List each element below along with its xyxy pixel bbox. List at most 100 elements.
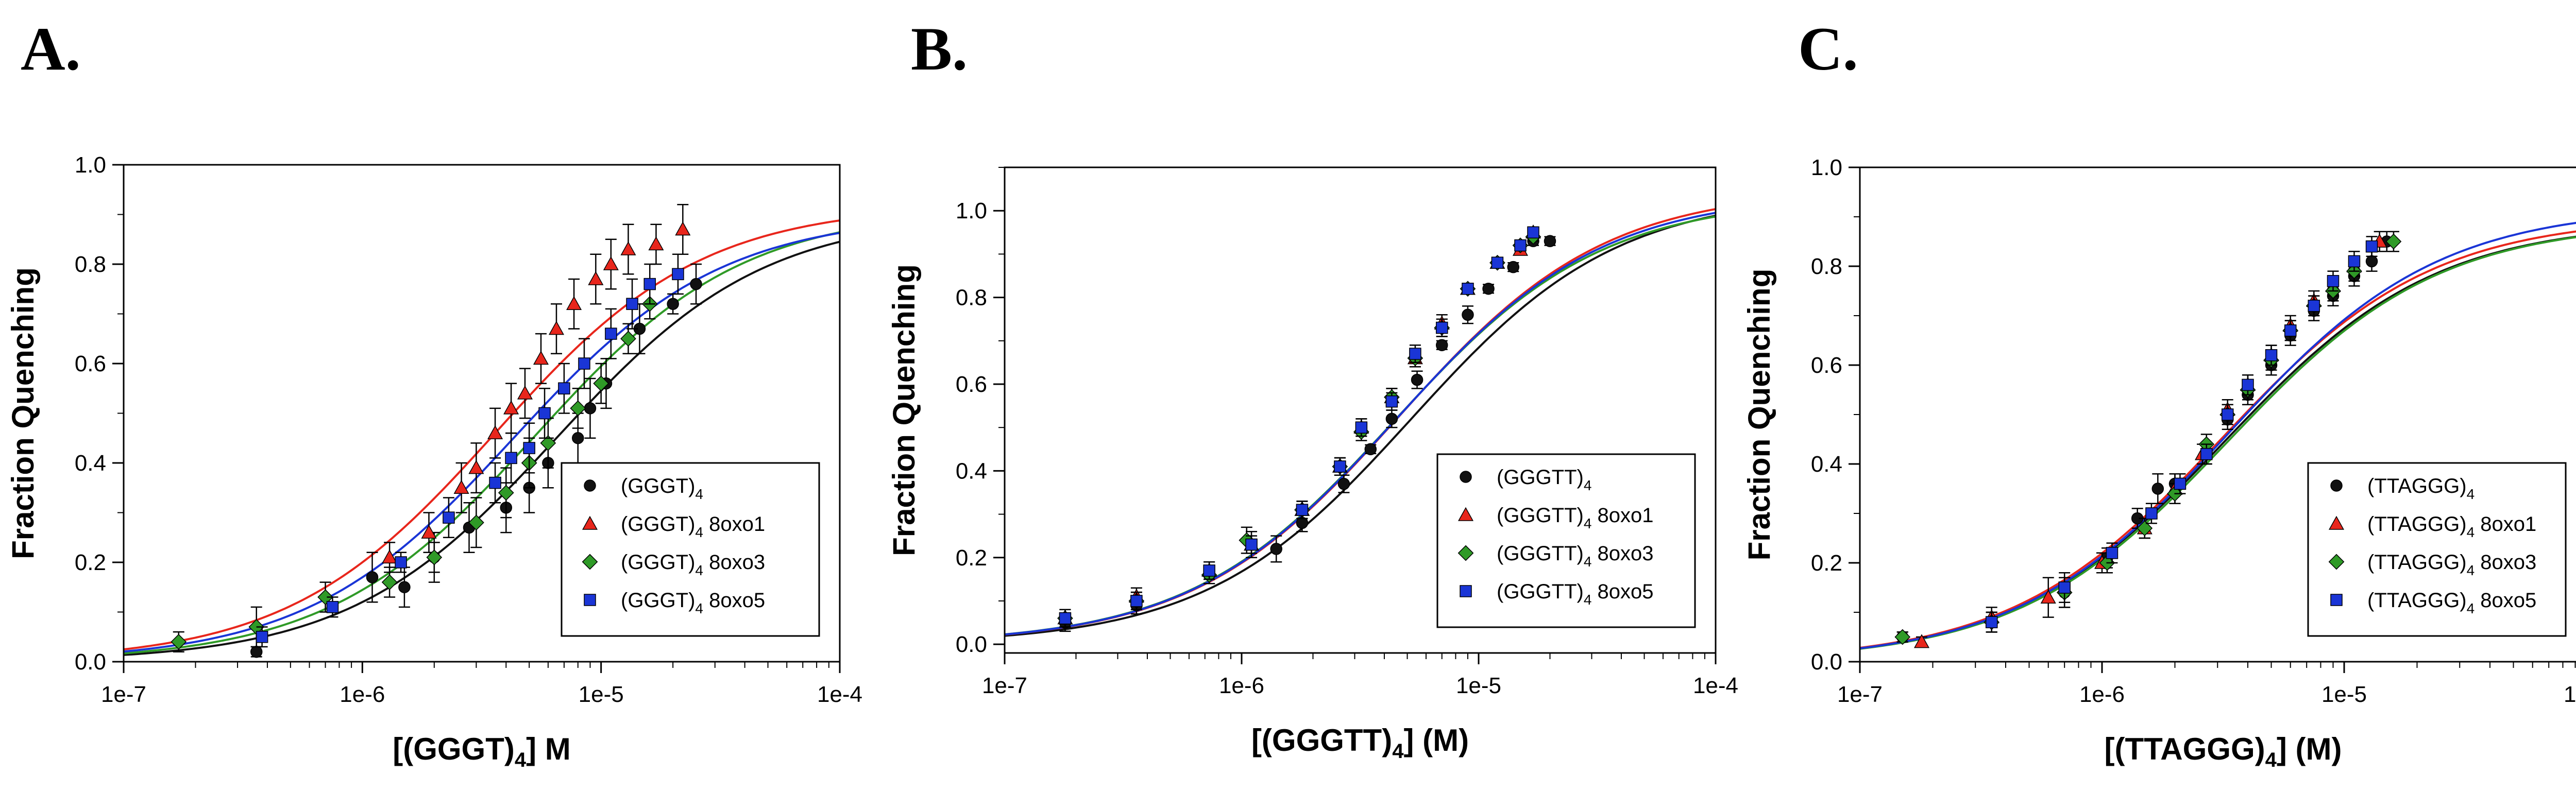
legend-box	[2307, 462, 2567, 637]
legend: (TTAGGG)4(TTAGGG)4 8oxo1(TTAGGG)4 8oxo3(…	[2307, 462, 2567, 637]
data-point	[1385, 412, 1398, 425]
data-point	[605, 328, 617, 340]
legend-label-subscript: 4	[1584, 515, 1592, 531]
y-tick-label: 0.6	[75, 351, 106, 376]
data-point	[620, 331, 636, 347]
x-tick-label: 1e-7	[1837, 682, 1883, 707]
data-point	[588, 271, 604, 285]
data-point	[381, 574, 398, 590]
legend-marker	[2328, 554, 2345, 570]
x-axis: 1e-7 1e-6 1e-5 1e-4	[101, 662, 862, 707]
legend-marker	[1458, 507, 1474, 521]
legend-label-name: (GGGT)	[621, 475, 695, 497]
data-point	[395, 556, 407, 569]
legend-label: (GGGT)4 8oxo5	[621, 589, 765, 616]
y-tick-label: 0.2	[956, 545, 987, 571]
panel-letter: C.	[1798, 14, 1858, 83]
data-point	[2058, 581, 2071, 594]
chart-panel-1: A. 1e-7 1e-6 1e-5 1e-4 0.0 0.2 0.4 0.6 0.8 1.0 Frac…	[6, 14, 862, 771]
data-point	[2365, 240, 2378, 253]
legend-marker	[582, 515, 598, 530]
legend-box	[561, 462, 820, 637]
legend-label: (GGGT)4	[621, 475, 703, 502]
data-point	[1364, 443, 1377, 456]
data-point	[1462, 283, 1474, 295]
x-tick-label: 1e-6	[340, 682, 385, 707]
legend-label-name: (GGGT)	[621, 589, 695, 612]
legend-label: (GGGTT)4	[1497, 466, 1591, 493]
legend-label-name: (GGGTT)	[1497, 466, 1584, 489]
x-tick-label: 1e-5	[579, 682, 624, 707]
legend-label-suffix: 8oxo1	[1591, 504, 1653, 527]
series-3	[171, 288, 658, 652]
data-point	[468, 460, 484, 474]
legend-label: (GGGTT)4 8oxo5	[1497, 580, 1654, 608]
y-tick-label: 0.6	[1811, 353, 1842, 378]
legend-marker	[1460, 585, 1472, 597]
data-point	[578, 357, 590, 370]
data-point	[317, 589, 333, 605]
data-point	[620, 241, 636, 255]
y-axis-label: Fraction Quenching	[6, 267, 40, 559]
legend-label-suffix: 8oxo5	[2475, 589, 2536, 612]
data-point	[533, 351, 549, 365]
x-tick-label: 1e-5	[2321, 682, 2367, 707]
data-point	[1385, 395, 1398, 408]
data-point	[643, 278, 656, 290]
legend-marker	[1458, 545, 1474, 561]
data-point	[2151, 483, 2164, 495]
data-point	[2265, 349, 2278, 361]
legend-label-subscript: 4	[1584, 554, 1592, 570]
legend-label-subscript: 4	[695, 600, 703, 616]
legend-label-subscript: 4	[695, 562, 703, 578]
chart-panel-3: C. 1e-7 1e-6 1e-5 1e-4 0.0 0.2 0.4 0.6 0.8 1.0 Frac…	[1742, 14, 2576, 771]
x-axis-label: [(GGGTT)4] (M)	[1251, 723, 1469, 763]
legend-label: (TTAGGG)4 8oxo1	[2367, 513, 2536, 540]
data-point	[1435, 321, 1448, 334]
legend-label: (GGGTT)4 8oxo1	[1497, 504, 1654, 531]
data-point	[250, 645, 263, 658]
data-point	[2365, 255, 2378, 268]
y-axis-label: Fraction Quenching	[887, 264, 921, 556]
data-point	[667, 298, 679, 310]
data-point	[1203, 564, 1215, 577]
data-point	[1894, 629, 1911, 645]
data-point	[517, 385, 533, 400]
data-point	[2327, 275, 2340, 287]
y-tick-label: 0.8	[956, 285, 987, 311]
data-point	[1985, 616, 1998, 628]
data-point	[505, 452, 517, 464]
data-point	[468, 514, 484, 531]
data-point	[690, 278, 702, 290]
y-tick-label: 1.0	[956, 198, 987, 223]
data-point	[1482, 283, 1495, 295]
legend-label: (TTAGGG)4	[2367, 475, 2475, 502]
legend-label: (TTAGGG)4 8oxo5	[2367, 589, 2536, 616]
data-point	[603, 256, 619, 270]
data-point	[672, 268, 684, 281]
legend-label-subscript: 4	[2467, 600, 2475, 616]
data-point	[366, 571, 379, 583]
data-point	[1409, 348, 1421, 360]
y-axis: 0.0 0.2 0.4 0.6 0.8 1.0	[75, 152, 124, 675]
x-tick-label: 1e-7	[101, 682, 146, 707]
data-point	[1913, 634, 1930, 648]
legend-label-subscript: 4	[1584, 477, 1592, 493]
legend-label: (GGGT)4 8oxo3	[621, 551, 765, 578]
data-point	[593, 375, 609, 391]
data-point	[523, 442, 535, 454]
data-point	[2348, 255, 2361, 268]
y-tick-label: 0.8	[75, 252, 106, 277]
legend-label-subscript: 4	[2467, 524, 2475, 540]
y-tick-label: 0.4	[1811, 452, 1842, 477]
fit-curve-1	[1004, 214, 1716, 637]
x-tick-label: 1e-6	[1219, 673, 1264, 698]
y-tick-label: 0.6	[956, 372, 987, 397]
legend-label: (GGGTT)4 8oxo3	[1497, 542, 1654, 570]
data-point	[1491, 256, 1504, 269]
x-axis-label-subscript: 4	[2265, 749, 2277, 771]
legend-label-suffix: 8oxo3	[2475, 551, 2536, 574]
data-point	[1507, 261, 1519, 273]
x-axis-label-suffix: ] M	[526, 732, 571, 766]
data-point	[487, 425, 503, 439]
